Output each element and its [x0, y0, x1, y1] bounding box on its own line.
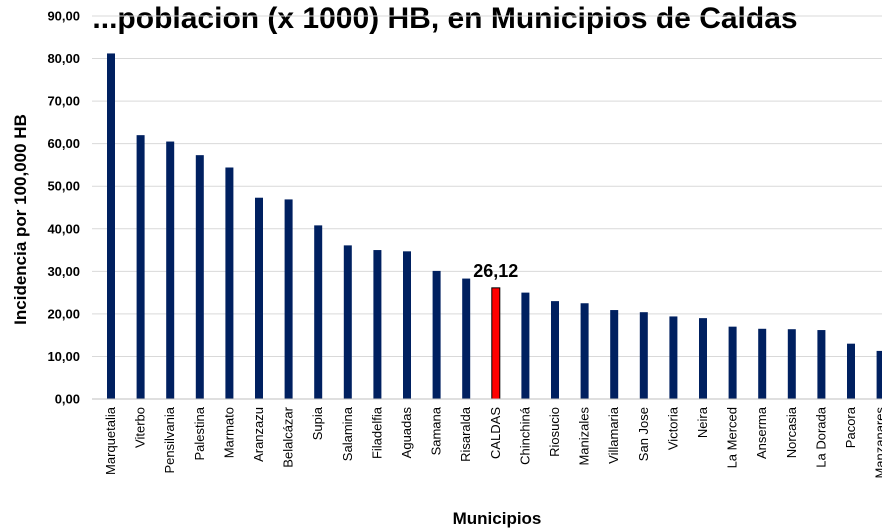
x-tick-label: La Dorada: [813, 406, 828, 467]
x-tick-label: Filadelfia: [369, 406, 384, 459]
bar: [195, 155, 204, 399]
y-tick-label: 90,00: [47, 9, 80, 24]
bars: [107, 53, 882, 400]
y-tick-label: 20,00: [47, 306, 80, 321]
x-tick-label: Victoria: [665, 406, 680, 450]
bar: [521, 292, 530, 399]
x-tick-label: Samana: [429, 406, 444, 455]
bar: [373, 250, 382, 399]
x-axis-title: Municipios: [453, 509, 542, 528]
x-tick-label: Villamaria: [606, 406, 621, 464]
x-tick-label: CALDAS: [488, 407, 503, 459]
bar: [847, 343, 855, 399]
x-tick-label: Manzanares: [873, 407, 882, 479]
x-tick-label: Neira: [695, 406, 710, 438]
bar: [403, 251, 411, 399]
y-tick-label: 40,00: [47, 221, 80, 236]
bar: [817, 330, 826, 399]
bar: [107, 53, 115, 400]
highlight-data-label: 26,12: [473, 261, 518, 281]
x-tick-label: San Jose: [636, 407, 651, 461]
x-tick-label: Marmato: [221, 407, 236, 458]
x-tick-label: Viterbo: [133, 407, 148, 448]
bar: [432, 270, 441, 399]
y-tick-label: 70,00: [47, 94, 80, 109]
x-tick-label: Palestina: [192, 406, 207, 460]
bar: [166, 141, 175, 400]
x-tick-label: Riosucio: [547, 407, 562, 457]
x-tick-label: La Merced: [725, 407, 740, 468]
x-tick-label: Anserma: [754, 406, 769, 459]
x-tick-label: Risaralda: [458, 406, 473, 462]
bar: [136, 135, 145, 399]
gridlines: [92, 15, 882, 357]
y-tick-label: 10,00: [47, 349, 80, 364]
chart-title: ...poblacion (x 1000) HB, en Municipios …: [92, 2, 797, 35]
bar: [728, 326, 737, 399]
bar: [551, 301, 559, 399]
bar: [669, 316, 678, 399]
y-tick-label: 0,00: [55, 392, 80, 407]
bar: [787, 329, 796, 399]
y-axis-title: Incidencia por 100,000 HB: [11, 114, 30, 325]
x-tick-label: Supia: [310, 406, 325, 440]
y-tick-label: 50,00: [47, 179, 80, 194]
bar: [758, 328, 767, 399]
x-tick-label: Aranzazu: [251, 407, 266, 462]
x-tick-label: Marquetalia: [103, 406, 118, 475]
y-axis-ticks: 0,00 10,00 20,00 30,00 40,00 50,00 60,00 70,00 8…: [47, 9, 80, 407]
x-tick-label: Belalcázar: [281, 406, 296, 467]
bar: [639, 312, 648, 399]
x-tick-label: Pacora: [843, 406, 858, 448]
y-tick-label: 30,00: [47, 264, 80, 279]
bar: [255, 197, 263, 399]
x-tick-label: Norcasia: [784, 406, 799, 458]
x-tick-label: Salamina: [340, 406, 355, 461]
bar: [876, 350, 882, 399]
bar: [580, 303, 589, 399]
y-tick-label: 80,00: [47, 51, 80, 66]
bar: [314, 225, 323, 399]
bar: [699, 318, 707, 399]
x-axis-category-labels: Marquetalia Viterbo Pensilvania Palestina Ma…: [103, 406, 882, 478]
bar: [462, 278, 471, 399]
bar: [225, 167, 234, 399]
bar: [343, 245, 352, 399]
bar: [284, 199, 293, 399]
bar: [610, 310, 619, 399]
x-tick-label: Pensilvania: [162, 406, 177, 473]
bar-highlight: [491, 287, 501, 400]
x-tick-label: Chinchiná: [517, 406, 532, 465]
x-tick-label: Manizales: [577, 407, 592, 466]
x-tick-label: Aguadas: [399, 407, 414, 459]
y-tick-label: 60,00: [47, 136, 80, 151]
